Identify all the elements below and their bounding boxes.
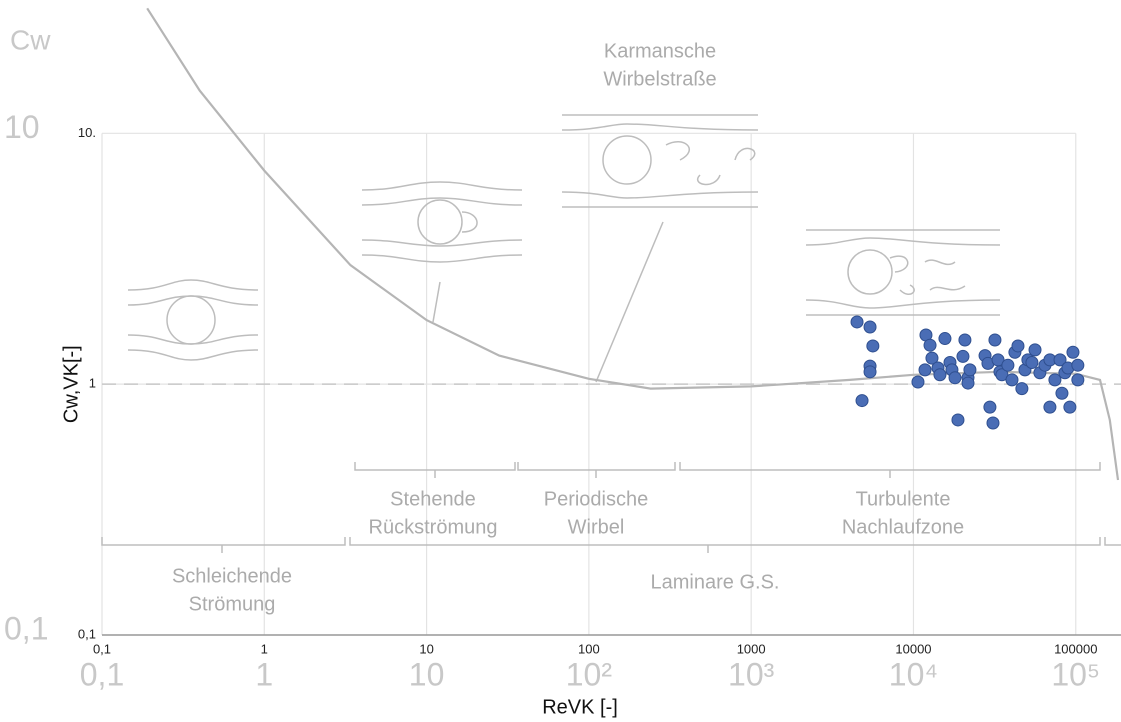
x-tick-label-large: 10⁵ xyxy=(1051,656,1100,692)
data-point xyxy=(1029,344,1041,356)
x-tick-label: 1 xyxy=(261,641,268,656)
annotation: Periodische xyxy=(544,488,649,510)
data-point xyxy=(934,369,946,381)
x-tick-label: 100 xyxy=(578,641,600,656)
data-point xyxy=(864,321,876,333)
annotation: Stehende xyxy=(390,488,476,510)
annotation: Wirbel xyxy=(568,516,625,538)
data-point xyxy=(856,395,868,407)
x-tick-label: 10 xyxy=(419,641,433,656)
data-point xyxy=(939,333,951,345)
data-point xyxy=(1044,401,1056,413)
annotation: Nachlaufzone xyxy=(842,516,964,538)
annotation: Laminare G.S. xyxy=(651,571,780,593)
corner-label: Cw xyxy=(10,24,51,55)
data-point xyxy=(867,340,879,352)
data-point xyxy=(1072,374,1084,386)
y-tick-label: 0,1 xyxy=(78,626,96,641)
data-point xyxy=(851,316,863,328)
data-point xyxy=(912,376,924,388)
y-tick-label-large: 0,1 xyxy=(4,610,48,646)
data-point xyxy=(1002,359,1014,371)
x-axis-label: ReVK [-] xyxy=(542,696,618,718)
annotation: Turbulente xyxy=(856,488,951,510)
data-point xyxy=(1056,387,1068,399)
data-point xyxy=(1012,340,1024,352)
x-tick-label-large: 10⁴ xyxy=(889,656,938,692)
x-tick-label-large: 10² xyxy=(566,656,613,692)
x-tick-label-large: 1 xyxy=(255,656,273,692)
data-point xyxy=(962,377,974,389)
x-tick-label-large: 10 xyxy=(409,656,445,692)
data-point xyxy=(1006,374,1018,386)
data-point xyxy=(984,401,996,413)
data-point xyxy=(989,334,1001,346)
data-point xyxy=(952,414,964,426)
y-axis-label: Cw,VK[-] xyxy=(60,345,82,423)
data-point xyxy=(1026,356,1038,368)
data-point xyxy=(957,350,969,362)
data-point xyxy=(949,372,961,384)
data-point xyxy=(959,334,971,346)
x-tick-label-large: 0,1 xyxy=(80,656,124,692)
annotation: Schleichende xyxy=(172,565,292,587)
data-point xyxy=(919,364,931,376)
data-point xyxy=(1072,359,1084,371)
x-tick-label-large: 10³ xyxy=(728,656,775,692)
data-point xyxy=(1064,401,1076,413)
data-point xyxy=(964,364,976,376)
data-point xyxy=(924,339,936,351)
x-tick-label: 100000 xyxy=(1054,641,1097,656)
annotation: Rückströmung xyxy=(369,516,498,538)
y-tick-label: 1 xyxy=(89,376,96,391)
data-point xyxy=(1067,346,1079,358)
data-point xyxy=(1016,383,1028,395)
data-point xyxy=(864,366,876,378)
annotation: Strömung xyxy=(189,593,276,615)
annotation: Wirbelstraße xyxy=(603,68,716,90)
x-tick-label: 0,1 xyxy=(93,641,111,656)
x-tick-label: 1000 xyxy=(737,641,766,656)
annotation: Karmansche xyxy=(604,40,716,62)
chart: 0,10,111101010010²100010³1000010⁴1000001… xyxy=(0,0,1121,722)
y-tick-label: 10. xyxy=(78,125,96,140)
data-point xyxy=(987,417,999,429)
y-tick-label-large: 10 xyxy=(4,109,40,145)
x-tick-label: 10000 xyxy=(895,641,931,656)
